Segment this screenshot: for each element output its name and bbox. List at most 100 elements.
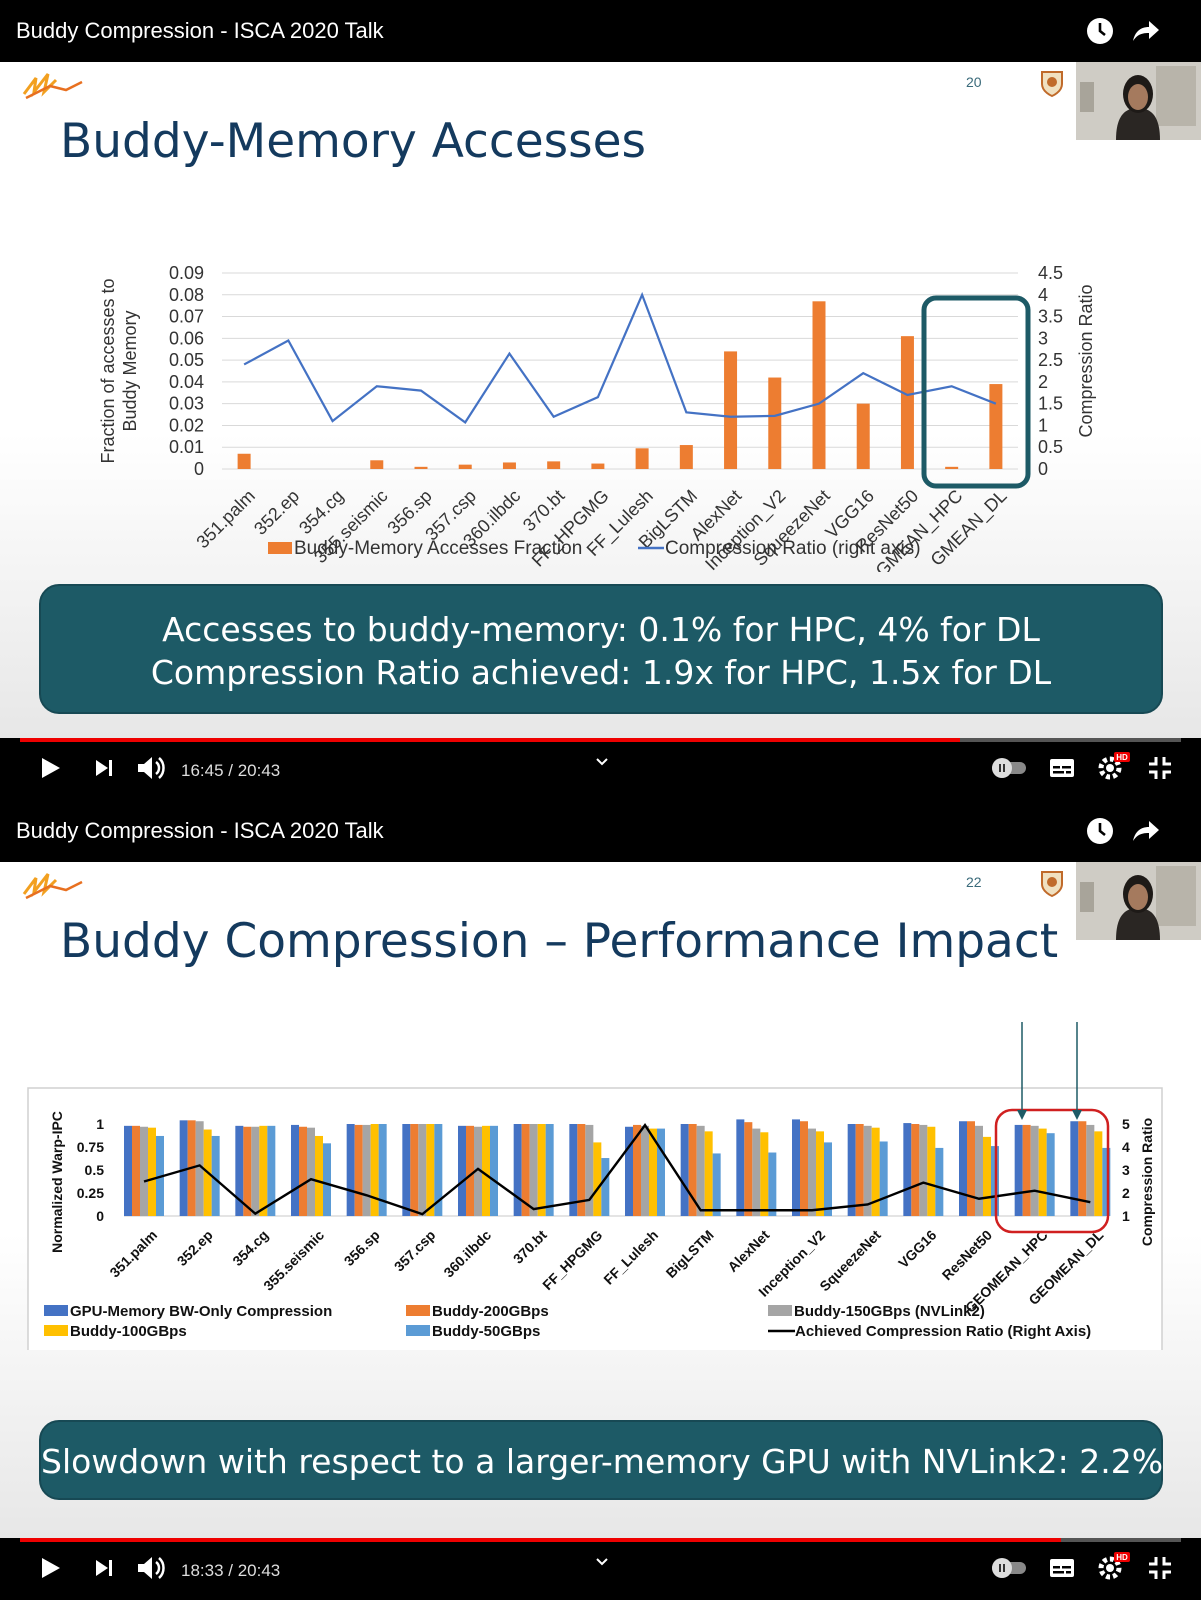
share-icon[interactable] <box>1128 14 1162 48</box>
legend-swatch <box>768 1305 792 1316</box>
y-tick-label: 0.06 <box>169 328 204 348</box>
y2-tick-label: 3.5 <box>1038 307 1063 327</box>
chevron-down-icon[interactable] <box>594 1554 610 1570</box>
y2-tick-label: 2.5 <box>1038 350 1063 370</box>
video-title[interactable]: Buddy Compression - ISCA 2020 Talk <box>16 818 384 843</box>
exit-fullscreen-icon[interactable] <box>1146 1554 1174 1582</box>
achieved-ratio-line <box>143 1123 1091 1216</box>
speaker-webcam <box>1076 62 1201 140</box>
player-controls: 18:33 / 20:43 HD <box>0 1538 1201 1600</box>
volume-icon[interactable] <box>135 1552 167 1584</box>
exit-fullscreen-icon[interactable] <box>1146 754 1174 782</box>
legend-label: Buddy-200GBps <box>432 1303 549 1320</box>
bar <box>657 1128 665 1216</box>
bar <box>649 1128 657 1216</box>
bar <box>521 1124 530 1216</box>
bar <box>1046 1133 1055 1216</box>
bar <box>975 1125 983 1216</box>
subtitles-icon[interactable] <box>1048 754 1076 782</box>
bar <box>414 466 428 469</box>
bar <box>959 1121 967 1216</box>
autoplay-toggle[interactable] <box>990 756 1028 780</box>
progress-bar[interactable] <box>20 1538 1181 1542</box>
y-tick-label: 0.5 <box>85 1162 105 1178</box>
y2-tick-label: 4 <box>1038 285 1048 305</box>
autoplay-toggle[interactable] <box>990 1556 1028 1580</box>
bar <box>346 1124 355 1216</box>
y2-tick-label: 1 <box>1122 1208 1130 1224</box>
compression-ratio-line <box>243 291 997 424</box>
bar <box>243 1126 252 1216</box>
watch-later-icon[interactable] <box>1083 14 1117 48</box>
legend-label: Compression Ratio (right axis) <box>665 538 921 559</box>
player-controls: 16:45 / 20:43 HD <box>0 738 1201 800</box>
bar <box>418 1124 427 1216</box>
next-icon[interactable] <box>90 1554 118 1582</box>
y-tick-label: 0.05 <box>169 350 204 370</box>
next-icon[interactable] <box>90 754 118 782</box>
y2-tick-label: 2 <box>1038 372 1048 392</box>
bar <box>545 1124 554 1216</box>
y-tick-label: 0.07 <box>169 307 204 327</box>
play-icon[interactable] <box>36 754 64 782</box>
volume-icon[interactable] <box>135 752 167 784</box>
video-player-frame-2[interactable]: Buddy Compression - ISCA 2020 Talk 22 <box>0 800 1201 1600</box>
bar <box>466 1125 474 1216</box>
pointer-arrowhead <box>1017 1110 1027 1120</box>
bar <box>410 1124 419 1216</box>
bar <box>362 1124 371 1216</box>
bar <box>1078 1121 1087 1216</box>
y2-tick-label: 4 <box>1122 1139 1130 1155</box>
speaker-webcam <box>1076 862 1201 940</box>
subtitles-icon[interactable] <box>1048 1554 1076 1582</box>
bar <box>585 1124 594 1216</box>
bar <box>855 1124 864 1216</box>
video-title[interactable]: Buddy Compression - ISCA 2020 Talk <box>16 18 384 43</box>
chevron-down-icon[interactable] <box>594 754 610 770</box>
bar <box>434 1124 443 1216</box>
bar <box>927 1126 936 1216</box>
watch-later-icon[interactable] <box>1083 814 1117 848</box>
bar <box>569 1124 578 1216</box>
bar <box>593 1142 602 1216</box>
bar <box>482 1125 490 1216</box>
svg-text:HD: HD <box>1116 753 1128 762</box>
bar <box>679 445 693 469</box>
legend-label: Buddy-150GBps (NVLink2) <box>794 1303 985 1320</box>
bar <box>856 403 870 469</box>
bar <box>625 1126 633 1216</box>
settings-gear-icon[interactable]: HD <box>1096 1548 1132 1584</box>
settings-gear-icon[interactable]: HD <box>1096 748 1132 784</box>
bar <box>251 1126 260 1216</box>
buddy-accesses-chart: 00.010.020.030.040.050.060.070.080.0900.… <box>98 263 1096 572</box>
share-icon[interactable] <box>1128 814 1162 848</box>
bar <box>712 1153 721 1216</box>
y-tick-label: 0 <box>96 1208 104 1224</box>
video-top-bar: Buddy Compression - ISCA 2020 Talk <box>0 0 1201 62</box>
bar <box>696 1125 705 1216</box>
y2-tick-label: 5 <box>1122 1116 1130 1132</box>
legend-label: GPU-Memory BW-Only Compression <box>70 1303 332 1320</box>
play-icon[interactable] <box>36 1554 64 1582</box>
bar <box>458 1125 466 1216</box>
video-player-frame-1[interactable]: Buddy Compression - ISCA 2020 Talk 20 <box>0 0 1201 800</box>
bar <box>307 1127 315 1216</box>
y-tick-label: 0.08 <box>169 285 204 305</box>
bar <box>291 1124 299 1216</box>
bar <box>370 1124 379 1216</box>
video-top-bar: Buddy Compression - ISCA 2020 Talk <box>0 800 1201 862</box>
bar <box>354 1124 363 1216</box>
progress-bar[interactable] <box>20 738 1181 742</box>
key-findings-callout: Accesses to buddy-memory: 0.1% for HPC, … <box>39 584 1163 714</box>
bar <box>140 1126 148 1216</box>
bar <box>967 1121 975 1216</box>
bar <box>537 1124 546 1216</box>
bar <box>458 464 472 469</box>
bar <box>680 1124 689 1216</box>
y-tick-label: 0.03 <box>169 394 204 414</box>
bar <box>847 1124 856 1216</box>
y2-tick-label: 1 <box>1038 415 1048 435</box>
y-tick-label: 0.75 <box>77 1139 104 1155</box>
progress-played <box>20 1538 1062 1542</box>
bar <box>635 448 649 469</box>
